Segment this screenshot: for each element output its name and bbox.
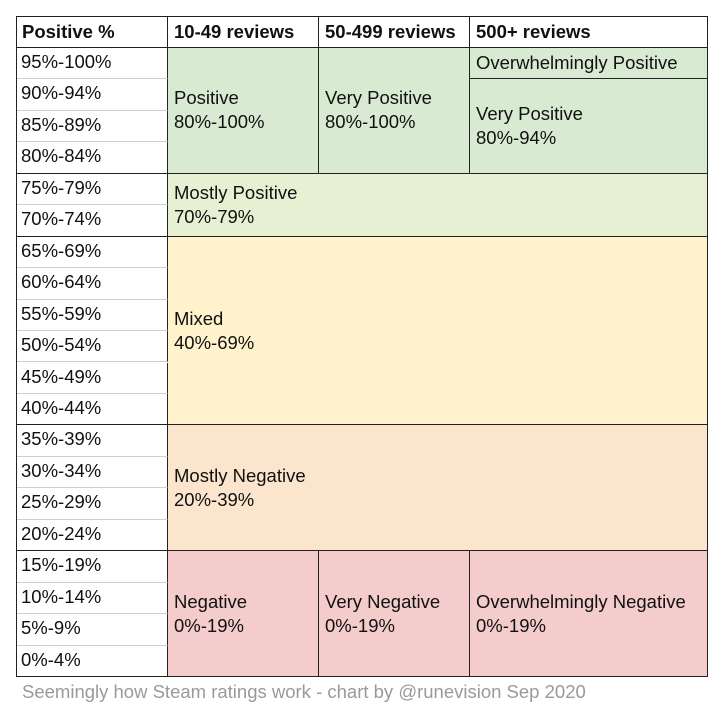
rating-range: 20%-39% xyxy=(174,488,255,510)
percent-row-label: 85%-89% xyxy=(16,110,168,143)
percent-row-label: 45%-49% xyxy=(16,362,168,394)
rating-mixed: Mixed 40%-69% xyxy=(168,236,708,426)
ratings-table: Positive % 10-49 reviews 50-499 reviews … xyxy=(16,16,708,677)
rating-negative: Negative 0%-19% xyxy=(168,551,319,677)
rating-name: Very Negative xyxy=(325,590,441,612)
percent-row-label: 50%-54% xyxy=(16,331,168,363)
percent-row-label: 5%-9% xyxy=(16,614,168,646)
rating-range: 0%-19% xyxy=(174,614,244,636)
percent-row-label: 10%-14% xyxy=(16,582,168,615)
rating-name: Very Positive xyxy=(325,87,432,109)
rating-name: Overwhelmingly Positive xyxy=(476,52,678,74)
rating-overwhelmingly-negative: Overwhelmingly Negative 0%-19% xyxy=(470,551,708,677)
rating-name: Overwhelmingly Negative xyxy=(476,590,686,612)
rating-overwhelmingly-positive: Overwhelmingly Positive xyxy=(470,48,708,80)
percent-row-label: 25%-29% xyxy=(16,488,168,520)
rating-range: 80%-94% xyxy=(476,127,557,149)
rating-mostly-negative: Mostly Negative 20%-39% xyxy=(168,425,708,552)
rating-name: Mostly Negative xyxy=(174,464,306,486)
percent-row-label: 90%-94% xyxy=(16,79,168,111)
percent-row-label: 15%-19% xyxy=(16,551,168,583)
rating-range: 0%-19% xyxy=(325,614,395,636)
rating-range: 0%-19% xyxy=(476,614,546,636)
rating-name: Mixed xyxy=(174,307,224,329)
percent-row-label: 40%-44% xyxy=(16,393,168,426)
percent-row-label: 0%-4% xyxy=(16,645,168,677)
rating-range: 40%-69% xyxy=(174,331,255,353)
percent-row-label: 30%-34% xyxy=(16,456,168,489)
rating-mostly-positive: Mostly Positive 70%-79% xyxy=(168,173,708,237)
rating-name: Positive xyxy=(174,87,239,109)
percent-row-label: 80%-84% xyxy=(16,142,168,174)
percent-row-label: 60%-64% xyxy=(16,268,168,300)
percent-row-label: 70%-74% xyxy=(16,205,168,237)
percent-row-label: 95%-100% xyxy=(16,48,168,80)
rating-name: Negative xyxy=(174,590,248,612)
rating-very-negative: Very Negative 0%-19% xyxy=(319,551,470,677)
header-10-49-reviews: 10-49 reviews xyxy=(168,16,319,48)
rating-name: Mostly Positive xyxy=(174,181,298,203)
header-500-plus-reviews: 500+ reviews xyxy=(470,16,708,48)
percent-row-label: 75%-79% xyxy=(16,173,168,206)
rating-very-positive-large: Very Positive 80%-94% xyxy=(470,79,708,174)
rating-very-positive-mid: Very Positive 80%-100% xyxy=(319,48,470,174)
rating-range: 80%-100% xyxy=(325,111,416,133)
header-positive-percent: Positive % xyxy=(16,16,168,48)
rating-range: 80%-100% xyxy=(174,111,265,133)
percent-row-label: 35%-39% xyxy=(16,425,168,457)
percent-row-label: 55%-59% xyxy=(16,299,168,332)
header-50-499-reviews: 50-499 reviews xyxy=(319,16,470,48)
chart-caption: Seemingly how Steam ratings work - chart… xyxy=(22,681,586,702)
rating-name: Very Positive xyxy=(476,103,583,125)
percent-row-label: 65%-69% xyxy=(16,236,168,269)
rating-range: 70%-79% xyxy=(174,205,255,227)
rating-positive: Positive 80%-100% xyxy=(168,48,319,174)
percent-row-label: 20%-24% xyxy=(16,519,168,552)
